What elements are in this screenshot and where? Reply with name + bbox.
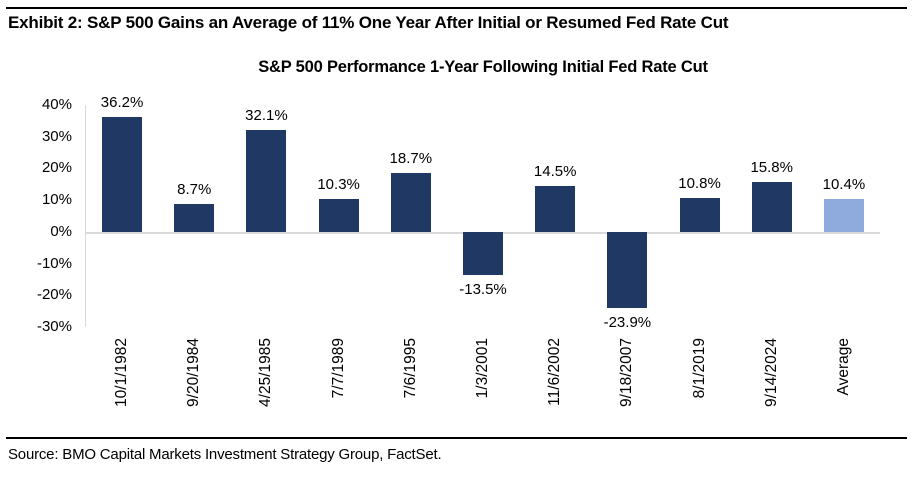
bar [390,172,431,232]
y-axis-tick-label: 40% [41,96,72,113]
bar [463,231,503,275]
y-axis-tick-label: -30% [36,318,72,335]
bar-value-label: -23.9% [603,313,652,331]
bar-value-label: 10.3% [317,176,360,194]
top-rule [6,7,907,9]
chart-title: S&P 500 Performance 1-Year Following Ini… [258,58,708,76]
x-axis-label: 7/6/1995 [401,338,419,399]
bar-value-label: 10.8% [678,174,721,192]
y-axis-tick-label: 10% [41,191,72,209]
x-axis-label: 10/1/1982 [113,338,131,407]
bar [607,231,648,308]
bar [174,204,215,232]
bar-value-label: -13.5% [459,280,507,298]
x-axis-label: 8/1/2019 [690,338,708,399]
bar [102,117,143,232]
y-axis-tick-label: -10% [36,254,72,272]
bar [246,130,287,232]
bar-value-label: 8.7% [177,181,212,199]
bar-value-label: 10.4% [822,175,866,193]
bar [679,197,720,232]
x-axis-label: Average [834,338,852,396]
bar-value-label: 36.2% [100,94,144,112]
bar-value-label: 32.1% [245,107,288,125]
y-axis-tick-label: 30% [41,127,72,145]
x-axis-label: 4/25/1985 [257,338,275,407]
x-axis-label: 11/6/2002 [546,338,564,406]
bottom-rule [6,437,907,439]
y-axis-tick-label: -20% [36,286,72,304]
bar [751,181,792,232]
x-axis-label: 1/3/2001 [474,338,491,399]
x-axis-label: 9/14/2024 [762,338,780,407]
source-text: Source: BMO Capital Markets Investment S… [8,446,442,463]
average-bar [823,198,864,232]
bar [535,185,576,232]
x-axis-label: 7/7/1989 [329,338,347,399]
x-axis-label: 9/20/1984 [185,338,203,407]
bar-value-label: 15.8% [750,158,793,176]
x-axis-label: 9/18/2007 [618,338,636,407]
y-axis-line [85,105,86,327]
bar-value-label: 14.5% [533,162,577,180]
y-axis-tick-label: 0% [50,222,72,240]
y-axis-tick-label: 20% [41,159,72,177]
bar-value-label: 18.7% [389,149,433,167]
exhibit-title: Exhibit 2: S&P 500 Gains an Average of 1… [8,13,729,32]
bar [318,199,359,232]
